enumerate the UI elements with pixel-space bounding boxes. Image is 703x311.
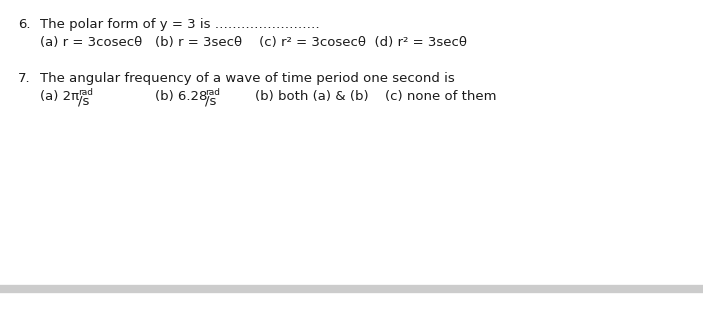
Text: (a) r = 3cosecθ   (b) r = 3secθ    (c) r² = 3cosecθ  (d) r² = 3secθ: (a) r = 3cosecθ (b) r = 3secθ (c) r² = 3… bbox=[40, 36, 467, 49]
Text: (b) 6.28: (b) 6.28 bbox=[155, 90, 207, 103]
Text: The angular frequency of a wave of time period one second is: The angular frequency of a wave of time … bbox=[40, 72, 455, 85]
Text: (c) none of them: (c) none of them bbox=[385, 90, 496, 103]
Text: /s: /s bbox=[78, 95, 89, 108]
Text: The polar form of y = 3 is ……………………: The polar form of y = 3 is …………………… bbox=[40, 18, 320, 31]
Text: 7.: 7. bbox=[18, 72, 31, 85]
Text: (b) both (a) & (b): (b) both (a) & (b) bbox=[255, 90, 368, 103]
Text: /s: /s bbox=[205, 95, 217, 108]
Text: rad: rad bbox=[78, 88, 93, 97]
Text: rad: rad bbox=[205, 88, 220, 97]
Text: (a) 2π: (a) 2π bbox=[40, 90, 79, 103]
Text: 6.: 6. bbox=[18, 18, 30, 31]
